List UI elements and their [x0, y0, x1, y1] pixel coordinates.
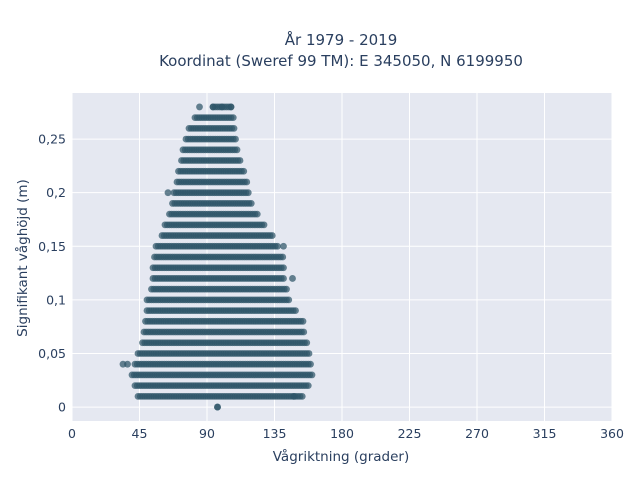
data-point: [289, 275, 296, 282]
x-axis-ticks: 0 45 90 135 180 225 270 315 360: [68, 426, 624, 441]
data-point: [303, 339, 311, 347]
y-tick-label: 0,15: [38, 239, 66, 254]
data-point: [307, 360, 314, 368]
data-point: [300, 328, 308, 336]
data-point: [218, 103, 226, 111]
data-point: [214, 403, 221, 411]
data-point: [283, 285, 290, 293]
data-point: [308, 371, 316, 379]
data-point: [124, 360, 131, 368]
data-point: [268, 232, 276, 239]
chart-title-line-2: Koordinat (Sweref 99 TM): E 345050, N 61…: [159, 52, 523, 70]
data-point: [253, 210, 261, 218]
data-point: [280, 275, 287, 282]
data-point: [243, 178, 251, 186]
x-tick-label: 45: [132, 426, 148, 441]
x-tick-label: 90: [199, 426, 215, 441]
data-point: [240, 167, 248, 175]
data-point: [280, 242, 287, 250]
data-point: [247, 200, 255, 207]
data-point: [299, 317, 307, 325]
data-points: [119, 103, 316, 411]
data-point: [233, 146, 241, 154]
x-tick-label: 360: [600, 426, 624, 441]
data-point: [164, 189, 172, 197]
chart-title-line-1: År 1979 - 2019: [285, 30, 398, 49]
data-point: [304, 382, 312, 390]
x-tick-label: 225: [398, 426, 422, 441]
data-point: [305, 350, 313, 357]
data-point: [209, 103, 217, 111]
y-tick-label: 0,25: [38, 132, 66, 147]
x-tick-label: 135: [263, 426, 287, 441]
x-tick-label: 180: [330, 426, 354, 441]
data-point: [230, 124, 238, 132]
data-point: [298, 392, 306, 400]
data-point: [236, 157, 244, 164]
data-point: [292, 307, 299, 314]
x-tick-label: 270: [465, 426, 489, 441]
data-point: [285, 296, 293, 304]
data-point: [229, 114, 237, 122]
data-point: [196, 103, 203, 111]
y-tick-label: 0,2: [46, 185, 66, 200]
data-point: [280, 264, 287, 272]
y-axis-ticks: 0 0,05 0,1 0,15 0,2 0,25: [38, 132, 66, 415]
data-point: [290, 392, 298, 400]
y-tick-label: 0,1: [46, 292, 66, 307]
x-axis-title: Vågriktning (grader): [273, 448, 410, 465]
data-point: [227, 103, 235, 111]
data-point: [279, 253, 287, 261]
y-tick-label: 0: [58, 400, 66, 415]
data-point: [232, 135, 239, 143]
data-point: [260, 221, 268, 229]
data-point: [244, 189, 252, 197]
y-axis-title: Signifikant våghöjd (m): [14, 179, 31, 337]
x-tick-label: 315: [533, 426, 557, 441]
y-tick-label: 0,05: [38, 346, 66, 361]
data-point: [274, 242, 281, 250]
x-tick-label: 0: [68, 426, 76, 441]
